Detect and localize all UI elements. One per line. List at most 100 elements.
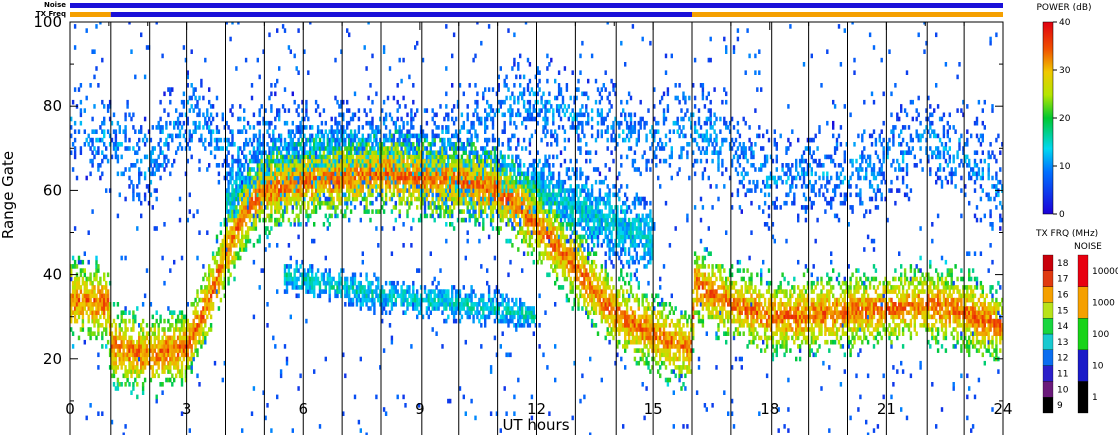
power-cell	[363, 158, 366, 164]
power-cell	[262, 133, 265, 139]
power-cell	[468, 188, 471, 193]
power-cell	[237, 158, 240, 164]
power-cell	[511, 318, 514, 324]
power-cell	[196, 373, 199, 379]
power-cell	[351, 158, 355, 164]
power-cell	[452, 226, 456, 231]
power-cell	[211, 255, 215, 261]
power-cell	[353, 272, 357, 278]
power-cell	[404, 142, 407, 147]
power-cell	[169, 323, 172, 328]
power-cell	[429, 297, 432, 303]
power-cell	[431, 297, 434, 303]
power-cell	[414, 154, 417, 160]
power-cell	[301, 276, 304, 282]
power-cell	[75, 297, 79, 303]
power-cell	[505, 209, 508, 214]
power-cell	[480, 293, 483, 299]
power-cell	[285, 120, 289, 126]
power-cell	[237, 209, 240, 214]
power-cell	[480, 188, 483, 193]
power-cell	[231, 171, 234, 177]
power-cell	[157, 348, 160, 353]
power-cell	[307, 285, 310, 290]
power-cell	[348, 217, 351, 223]
power-cell	[334, 95, 337, 101]
power-cell	[225, 137, 228, 143]
power-cell	[392, 154, 396, 160]
power-cell	[180, 360, 184, 366]
power-cell	[402, 184, 405, 189]
power-cell	[402, 192, 405, 198]
power-cell	[91, 302, 94, 307]
power-cell	[503, 205, 506, 210]
power-cell	[258, 142, 261, 147]
power-cell	[314, 205, 318, 210]
power-cell	[297, 386, 300, 391]
power-cell	[484, 120, 487, 126]
power-cell	[110, 365, 114, 370]
power-cell	[289, 129, 292, 134]
power-cell	[468, 179, 471, 185]
power-cell	[305, 222, 308, 227]
power-cell	[478, 154, 481, 160]
power-cell	[258, 234, 261, 240]
power-cell	[83, 268, 86, 273]
power-cell	[99, 306, 102, 311]
power-cell	[373, 150, 376, 155]
power-cell	[330, 133, 333, 139]
power-cell	[507, 323, 510, 328]
power-cell	[95, 272, 98, 278]
power-cell	[291, 154, 294, 160]
power-cell	[443, 293, 446, 299]
power-cell	[394, 142, 397, 147]
power-cell	[266, 213, 269, 219]
power-cell	[235, 66, 238, 71]
power-cell	[279, 137, 283, 143]
power-cell	[219, 280, 223, 286]
power-cell	[460, 217, 464, 223]
power-cell	[71, 302, 75, 307]
power-cell	[278, 200, 281, 206]
power-cell	[75, 318, 79, 324]
power-cell	[348, 133, 351, 139]
power-cell	[204, 306, 207, 311]
power-cell	[209, 297, 213, 303]
power-cell	[81, 280, 85, 286]
power-cell	[344, 200, 347, 206]
power-cell	[313, 209, 316, 214]
power-cell	[314, 99, 318, 105]
power-cell	[344, 158, 347, 164]
power-cell	[196, 339, 199, 345]
power-cell	[349, 167, 353, 172]
power-cell	[110, 137, 114, 143]
power-cell	[416, 108, 419, 113]
power-cell	[363, 179, 366, 185]
power-cell	[132, 323, 135, 328]
power-cell	[279, 369, 283, 374]
power-cell	[480, 154, 483, 160]
power-cell	[103, 314, 106, 320]
power-cell	[328, 272, 331, 278]
power-cell	[340, 146, 343, 151]
power-cell	[248, 226, 252, 231]
power-cell	[486, 306, 489, 311]
power-cell	[447, 179, 450, 185]
power-cell	[278, 66, 281, 71]
power-cell	[219, 272, 223, 278]
power-cell	[439, 289, 442, 294]
power-cell	[75, 289, 79, 294]
power-cell	[268, 154, 271, 160]
power-cell	[213, 289, 217, 294]
power-cell	[81, 318, 85, 324]
power-cell	[274, 116, 277, 122]
power-cell	[211, 272, 215, 278]
power-cell	[363, 137, 366, 143]
power-cell	[451, 310, 454, 315]
power-cell	[338, 200, 341, 206]
power-cell	[336, 196, 339, 202]
power-cell	[367, 209, 370, 214]
power-cell	[196, 302, 199, 307]
power-cell	[149, 302, 153, 307]
power-cell	[482, 95, 485, 101]
